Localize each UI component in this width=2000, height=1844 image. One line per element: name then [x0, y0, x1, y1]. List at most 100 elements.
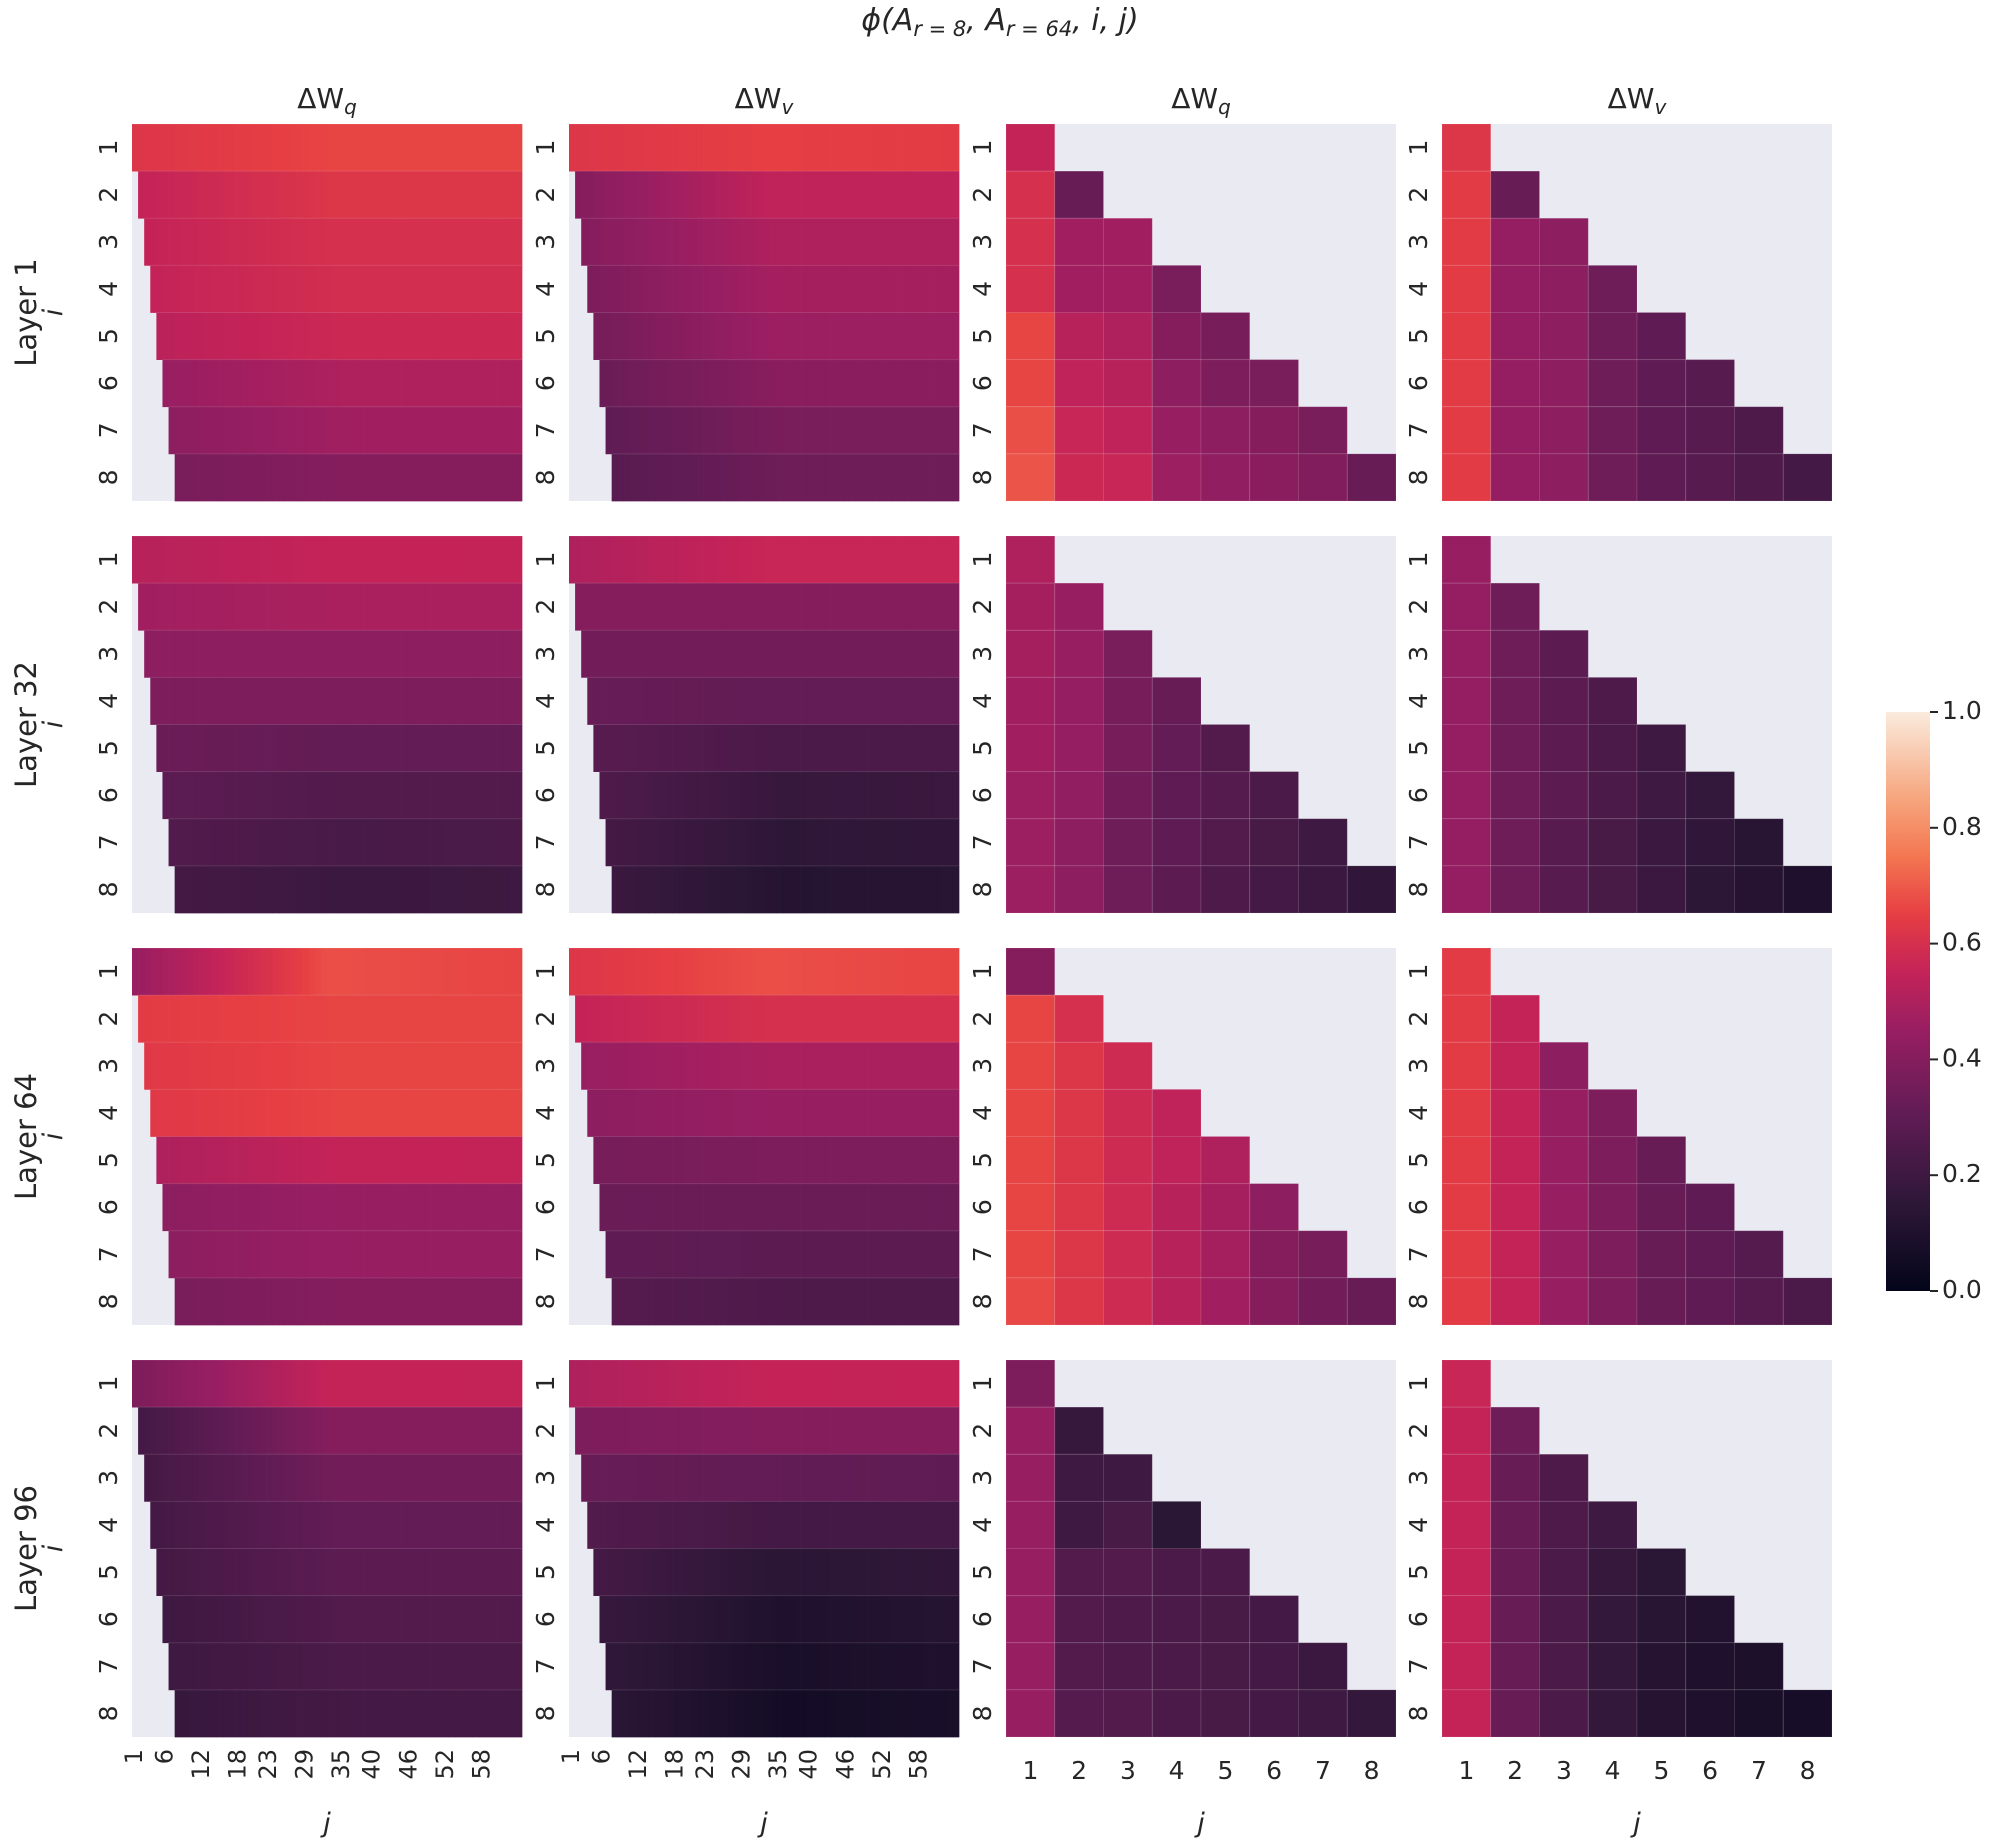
heat-cell	[199, 1454, 206, 1502]
heat-cell	[666, 1360, 673, 1408]
heat-cell	[666, 1089, 673, 1137]
heat-cell	[180, 1136, 188, 1184]
heat-cell	[678, 1089, 686, 1137]
heat-cell	[418, 630, 425, 678]
heat-cell	[223, 1183, 230, 1232]
heat-cell	[333, 630, 340, 678]
heat-cell	[721, 1642, 728, 1691]
heat-cell	[448, 1595, 456, 1644]
heat-cell	[180, 1454, 188, 1502]
heat-cell	[357, 677, 364, 725]
heat-cell	[381, 995, 389, 1043]
heat-cell	[1636, 1136, 1687, 1185]
heat-cell	[314, 948, 322, 996]
heat-cell	[436, 1642, 444, 1691]
heat-cell	[351, 406, 358, 455]
heat-cell	[1539, 676, 1589, 726]
heat-cell	[369, 865, 377, 914]
heat-cell	[272, 406, 279, 455]
heat-cell	[733, 171, 740, 219]
heat-cell	[442, 1595, 450, 1644]
heat-cell	[168, 630, 175, 678]
heat-cell	[333, 171, 340, 219]
heat-cell	[357, 1548, 364, 1596]
heat-cell	[320, 171, 328, 219]
heat-cell	[454, 630, 462, 678]
heat-cell	[302, 1689, 310, 1738]
heat-cell	[824, 359, 832, 408]
heat-cell	[266, 1183, 273, 1232]
heat-cell	[696, 1360, 704, 1408]
heat-cell	[314, 1501, 322, 1549]
heat-cell	[1441, 947, 1492, 996]
heat-cell	[424, 218, 431, 266]
heat-cell	[174, 265, 182, 313]
heat-cell	[491, 171, 498, 219]
heat-cell	[690, 583, 698, 631]
heat-cell	[174, 1454, 182, 1502]
heat-cell	[150, 536, 157, 584]
heat-cell	[891, 1183, 899, 1232]
heat-cell	[400, 1595, 407, 1644]
heat-cell	[1151, 1136, 1202, 1185]
heat-cell	[229, 1277, 236, 1326]
heat-cell	[253, 630, 261, 678]
heat-cell	[430, 1277, 438, 1326]
heat-cell	[266, 453, 273, 502]
heat-cell	[186, 1360, 194, 1408]
heat-cell	[794, 677, 801, 725]
heat-cell	[922, 818, 929, 867]
heat-cell	[430, 630, 438, 678]
heat-cell	[824, 536, 832, 584]
heat-cell	[308, 536, 316, 584]
heat-cell	[186, 1136, 194, 1184]
heat-cell	[150, 1407, 157, 1455]
heat-cell	[296, 1454, 303, 1502]
heat-cell	[192, 1136, 200, 1184]
heat-cell	[1005, 406, 1056, 455]
heat-cell	[751, 124, 759, 172]
heat-cell	[363, 1595, 370, 1644]
heat-cell	[235, 1548, 243, 1596]
heat-cell	[660, 1042, 667, 1090]
heat-cell	[302, 630, 310, 678]
heat-cell	[849, 948, 856, 996]
heat-cell	[479, 995, 486, 1043]
heat-cell	[617, 265, 625, 313]
heat-cell	[448, 1042, 456, 1090]
heat-cell	[703, 1183, 710, 1232]
heat-cell	[308, 312, 316, 360]
heat-cell	[867, 312, 875, 360]
y-tick-label: 2	[1404, 187, 1433, 203]
heat-cell	[290, 1689, 297, 1738]
heat-cell	[345, 265, 352, 313]
heat-cell	[928, 453, 935, 502]
heat-cell	[156, 124, 163, 172]
heat-cell	[491, 359, 498, 408]
heat-cell	[162, 1089, 169, 1137]
heat-cell	[156, 1089, 163, 1137]
heat-cell	[642, 406, 649, 455]
heat-cell	[284, 583, 291, 631]
heat-cell	[290, 1595, 297, 1644]
heat-cell	[345, 583, 352, 631]
heat-cell	[782, 995, 789, 1043]
heat-cell	[709, 1407, 716, 1455]
heat-cell	[648, 1642, 655, 1691]
heat-cell	[461, 312, 468, 360]
heat-cell	[952, 1089, 960, 1137]
heat-cell	[837, 1548, 844, 1596]
heat-cell	[314, 1548, 322, 1596]
heat-cell	[406, 771, 413, 820]
heat-cell	[1200, 724, 1251, 773]
figure-title: ϕ(Ar = 8, Ar = 64, i, j)	[861, 3, 1138, 41]
heat-cell	[302, 865, 310, 914]
heat-cell	[727, 359, 734, 408]
heat-cell	[461, 1642, 468, 1691]
heat-cell	[381, 1454, 389, 1502]
heat-cell	[442, 265, 450, 313]
heat-cell	[800, 1136, 807, 1184]
heat-cell	[922, 677, 929, 725]
heat-cell	[211, 630, 218, 678]
